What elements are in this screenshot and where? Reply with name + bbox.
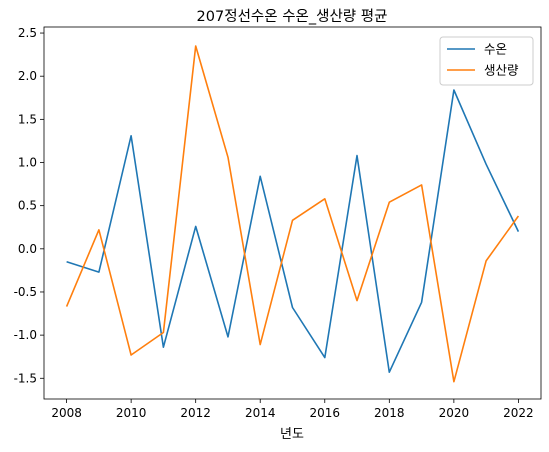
y-tick-label: 2.0 [18,69,37,83]
y-tick-label: 0.5 [18,199,37,213]
x-tick-label: 2010 [116,406,147,420]
x-tick-label: 2012 [180,406,211,420]
chart-title: 207정선수온 수온_생산량 평균 [197,8,388,25]
y-tick-label: 0.0 [18,242,37,256]
axes-layer: 2008 2010 2012 2014 2016 2018 2020 2022 -1.5 -1.0… [14,26,534,420]
y-tick-label: 1.0 [18,156,37,170]
x-axis-label: 년도 [280,427,304,442]
x-tick-label: 2020 [439,406,470,420]
legend-label: 생산량 [484,63,519,78]
x-tick-label: 2022 [503,406,534,420]
y-tick-label: -1.0 [14,328,37,342]
legend-label: 수온 [484,42,507,57]
series-line-2 [65,45,520,383]
plot-frame [43,26,542,400]
x-tick-label: 2008 [51,406,82,420]
y-tick-label: 1.5 [18,112,37,126]
x-tick-label: 2016 [309,406,340,420]
y-tick-label: -0.5 [14,285,37,299]
series-layer [65,45,520,383]
y-tick-label: 2.5 [18,26,37,40]
y-tick-label: -1.5 [14,371,37,385]
x-tick-label: 2018 [374,406,405,420]
x-tick-label: 2014 [245,406,276,420]
series-line-1 [66,89,520,374]
